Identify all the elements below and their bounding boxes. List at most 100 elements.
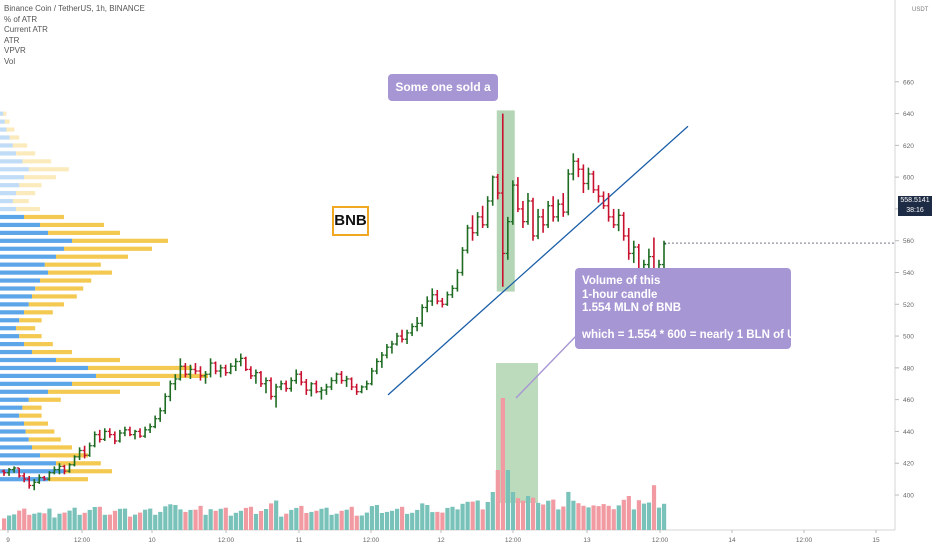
ohlc-candle	[404, 329, 410, 345]
volume-bar	[97, 506, 102, 530]
volume-bar	[606, 505, 611, 530]
volume-bar	[339, 510, 344, 530]
ohlc-candle	[304, 378, 309, 395]
ohlc-candle	[561, 193, 566, 217]
volume-bar	[374, 505, 380, 530]
vpvr-bar-sell	[32, 294, 77, 299]
volume-bar	[77, 514, 82, 530]
vpvr-bar-buy	[0, 389, 48, 394]
vpvr-bar-buy	[0, 183, 20, 188]
time-tick-label: 12	[437, 537, 445, 544]
legend-indicator-pct-atr[interactable]: % of ATR	[4, 14, 38, 24]
ohlc-candle	[193, 363, 198, 375]
vpvr-bar-buy	[0, 294, 32, 299]
ohlc-candle	[661, 240, 667, 270]
legend-indicator-atr[interactable]: ATR	[4, 35, 20, 45]
volume-bar	[364, 512, 369, 530]
ohlc-candle	[142, 426, 148, 438]
ohlc-candle	[238, 353, 243, 367]
currency-label: USDT	[912, 7, 929, 13]
ohlc-candle	[112, 431, 118, 445]
price-tick-label: 600	[903, 175, 914, 182]
volume-bar	[102, 514, 107, 530]
vpvr-bar-sell	[16, 151, 36, 156]
ohlc-candle	[591, 170, 596, 194]
ohlc-candle	[621, 212, 626, 241]
volume-bar	[646, 502, 652, 530]
ohlc-candle	[324, 383, 329, 395]
annotation-volume[interactable]: Volume of this 1-hour candle 1.554 MLN o…	[575, 268, 811, 349]
volume-bar	[651, 485, 657, 530]
vpvr-bar-sell	[9, 135, 20, 140]
ohlc-candle	[369, 367, 374, 386]
ohlc-candle	[545, 200, 551, 228]
volume-bar	[435, 511, 440, 530]
ohlc-candle	[233, 358, 238, 372]
ohlc-candle	[596, 185, 601, 203]
ohlc-candle	[505, 216, 511, 260]
ohlc-candle	[520, 200, 526, 228]
volume-bar	[561, 506, 566, 530]
ohlc-candle	[273, 383, 279, 408]
legend-indicator-current-atr[interactable]: Current ATR	[4, 25, 48, 34]
vpvr-bar-buy	[0, 191, 16, 196]
ohlc-candle	[268, 377, 274, 400]
volume-bar	[183, 511, 188, 530]
ohlc-candle	[349, 377, 354, 391]
ohlc-candle	[97, 429, 102, 443]
volume-bar	[384, 511, 390, 530]
volume-bar	[525, 496, 531, 530]
ohlc-candle	[586, 167, 591, 190]
ohlc-candle	[419, 304, 425, 327]
ohlc-candle	[52, 466, 57, 475]
price-tick-label: 500	[903, 334, 914, 341]
vpvr-bar-sell	[64, 469, 112, 474]
ohlc-candle	[1, 469, 7, 476]
volume-bar	[173, 505, 178, 530]
ohlc-candle	[465, 224, 470, 254]
ohlc-candle	[314, 380, 319, 394]
ohlc-candle	[188, 364, 193, 379]
vpvr-bar-buy	[0, 143, 13, 148]
volume-bar	[299, 505, 304, 530]
annotation-sold[interactable]: Some one sold a lot	[388, 74, 498, 121]
vpvr-bar-buy	[0, 373, 96, 379]
vpvr-bar-buy	[0, 405, 23, 410]
bnb-logo-label[interactable]: BNB	[332, 206, 369, 236]
volume-bar	[127, 516, 133, 530]
volume-bar	[87, 509, 92, 530]
vpvr-bar-buy	[0, 214, 24, 220]
volume-bar	[208, 509, 213, 530]
volume-bar	[596, 506, 601, 530]
ohlc-candle	[319, 386, 324, 400]
ohlc-candle	[344, 375, 349, 387]
vpvr-bar-buy	[0, 230, 48, 235]
volume-bar	[309, 511, 314, 530]
ohlc-candle	[339, 371, 344, 384]
legend-title[interactable]: Binance Coin / TetherUS, 1h, BINANCE	[4, 4, 145, 13]
volume-bar	[47, 508, 52, 530]
volume-bar	[253, 513, 259, 530]
volume-bar	[500, 398, 505, 530]
ohlc-candle	[445, 291, 450, 306]
ohlc-candle	[364, 380, 369, 391]
ohlc-candle	[384, 344, 390, 359]
vpvr-bar-buy	[0, 246, 64, 251]
volume-bar	[536, 502, 541, 530]
candle-countdown: 38:16	[906, 207, 924, 214]
volume-bar	[415, 509, 420, 530]
legend-indicator-vpvr[interactable]: VPVR	[4, 46, 26, 55]
vpvr-bar-buy	[0, 167, 29, 172]
legend-indicator-vol[interactable]: Vol	[4, 56, 16, 66]
vpvr-bar-sell	[28, 437, 61, 442]
vpvr-bar-sell	[24, 310, 53, 315]
volume-bar	[238, 510, 243, 530]
volume-bar	[410, 512, 415, 530]
ohlc-candle	[435, 289, 440, 305]
vpvr-bar-sell	[28, 397, 61, 402]
ohlc-candle	[92, 431, 97, 448]
volume-bar	[349, 506, 354, 530]
vpvr-bar-sell	[56, 461, 101, 466]
volume-bar	[344, 509, 349, 530]
ohlc-candle	[147, 423, 153, 434]
